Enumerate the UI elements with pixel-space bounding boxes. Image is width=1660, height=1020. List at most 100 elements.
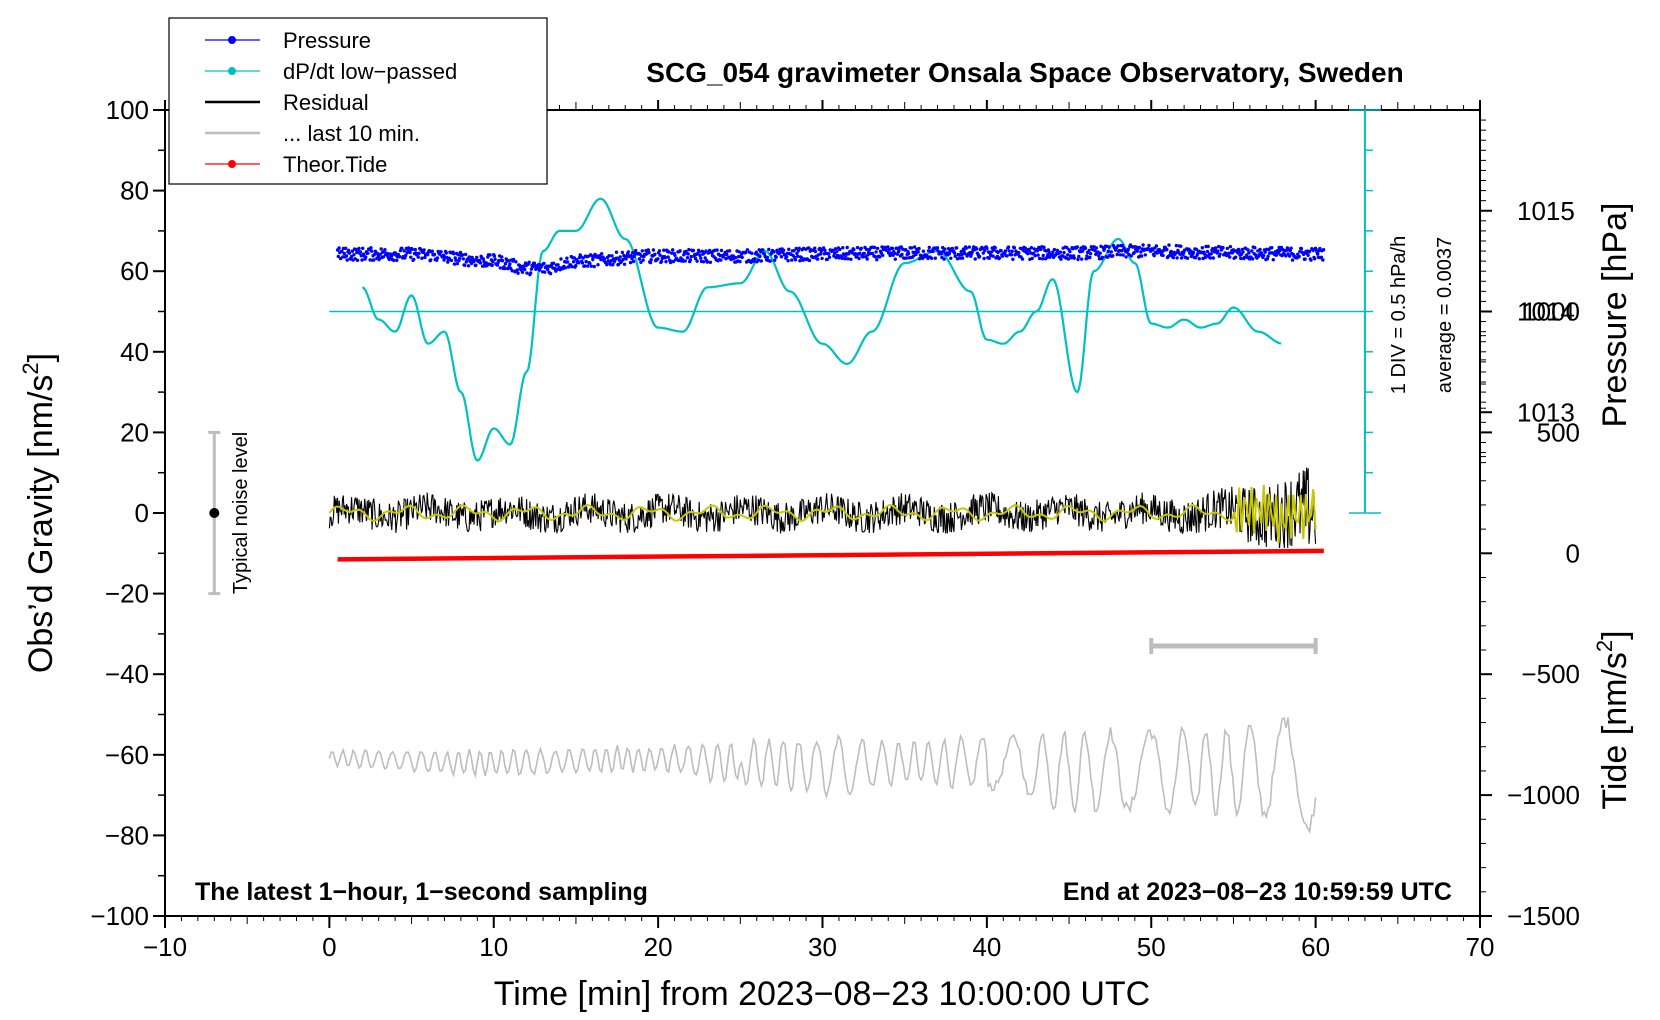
pressure-point (461, 257, 465, 261)
pressure-point (1077, 254, 1081, 259)
series-last-10-min (328, 716, 1317, 835)
pressure-point (649, 258, 653, 262)
tide-tick-label: 500 (1537, 417, 1580, 447)
pressure-point (1097, 254, 1101, 258)
pressure-point (993, 246, 997, 250)
pressure-point (955, 246, 959, 250)
pressure-point (797, 246, 801, 250)
legend: Pressure dP/dt low−passed Residual ... last… (168, 17, 548, 185)
pressure-point (1066, 257, 1071, 261)
pressure-point (435, 256, 440, 260)
pressure-point (846, 257, 850, 261)
series-theor-tide (337, 548, 1324, 562)
pressure-point (503, 266, 507, 271)
pressure-point (629, 253, 633, 258)
pressure-point (1129, 254, 1134, 258)
pressure-point (1258, 247, 1262, 252)
pressure-point (611, 263, 615, 267)
pressure-point (605, 262, 609, 267)
pressure-point (997, 256, 1002, 260)
series-residual-lowpassed (328, 484, 1317, 544)
pressure-point (1033, 254, 1037, 258)
pressure-point (1289, 246, 1293, 250)
pressure-point (767, 247, 771, 252)
pressure-point (500, 259, 505, 263)
pressure-point (893, 257, 897, 261)
pressure-point (355, 258, 360, 262)
y-axis-label-left: Obs’d Gravity [nm/s2] (18, 353, 60, 673)
pressure-point (704, 249, 708, 253)
pressure-point (577, 261, 581, 265)
pressure-point (982, 256, 986, 261)
pressure-point (656, 257, 660, 261)
pressure-point (1266, 254, 1270, 258)
pressure-point (1143, 253, 1148, 257)
pressure-point (408, 250, 412, 255)
pressure-point (881, 253, 885, 257)
pressure-point (703, 256, 707, 260)
pressure-point (727, 249, 732, 253)
pressure-point (880, 245, 884, 249)
pressure-point (1206, 244, 1210, 249)
pressure-point (1301, 252, 1306, 257)
series-layer (328, 197, 1326, 835)
pressure-point (1284, 254, 1288, 258)
pressure-point (695, 259, 699, 263)
pressure-point (657, 249, 662, 253)
pressure-point (1111, 254, 1115, 258)
pressure-point (831, 249, 835, 253)
pressure-point (1105, 255, 1110, 259)
pressure-point (1239, 256, 1243, 261)
pressure-point (943, 247, 947, 251)
pressure-point (1246, 248, 1250, 252)
pressure-point (429, 258, 433, 262)
pressure-point (472, 258, 477, 262)
pressure-point (772, 250, 776, 254)
pressure-point (967, 245, 971, 249)
pressure-point (1200, 246, 1205, 250)
pressure-point (1088, 252, 1093, 256)
pressure-point (970, 250, 974, 254)
pressure-point (439, 250, 443, 254)
pressure-point (463, 263, 467, 267)
pressure-point (1197, 257, 1202, 261)
y-tick-label: 0 (135, 498, 149, 528)
pressure-point (1041, 253, 1046, 258)
pressure-point (491, 260, 495, 264)
pressure-point (1165, 247, 1169, 252)
pressure-point (1055, 248, 1060, 253)
pressure-point (500, 255, 504, 259)
pressure-point (641, 258, 645, 262)
pressure-point (565, 256, 569, 260)
noise-bar-center (209, 508, 220, 518)
pressure-point (366, 251, 370, 255)
pressure-point (1020, 257, 1025, 261)
legend-label: Pressure (283, 28, 371, 53)
pressure-point (949, 256, 953, 260)
pressure-point (820, 256, 824, 261)
pressure-point (1213, 246, 1218, 250)
y-tick-label: 40 (120, 337, 149, 367)
pressure-point (816, 257, 820, 261)
pressure-point (1262, 253, 1266, 258)
pressure-point (1319, 255, 1324, 259)
pressure-point (983, 248, 987, 253)
y-tick-label: 20 (120, 417, 149, 447)
pressure-point (515, 268, 519, 272)
pressure-point (1120, 243, 1125, 248)
pressure-point (662, 248, 666, 252)
pressure-point (671, 248, 675, 252)
pressure-point (1316, 252, 1320, 256)
pressure-point (1075, 245, 1080, 249)
pressure-point (853, 252, 858, 256)
pressure-point (759, 259, 764, 263)
y-tick-label: −40 (105, 659, 149, 689)
pressure-point (980, 246, 985, 251)
pressure-point (761, 248, 765, 252)
pressure-point (1012, 246, 1017, 250)
pressure-point (1297, 254, 1301, 259)
pressure-point (1278, 248, 1282, 253)
pressure-point (1152, 253, 1156, 258)
pressure-point (551, 261, 556, 265)
x-tick-label: 50 (1137, 932, 1166, 962)
